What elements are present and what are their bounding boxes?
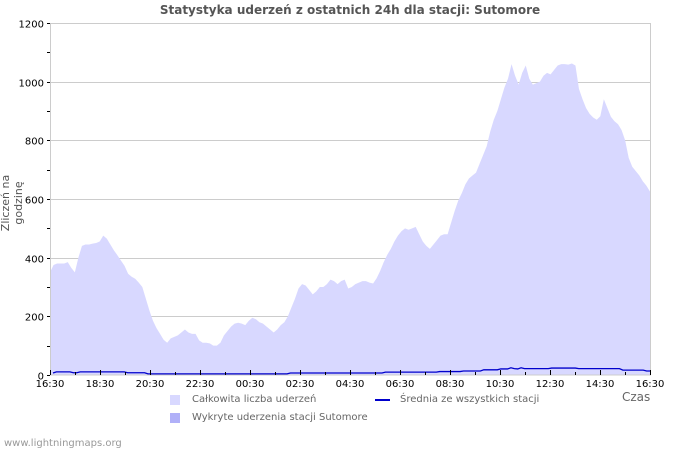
legend-swatch-station <box>170 413 180 423</box>
x-axis-label: Czas <box>622 390 651 404</box>
svg-text:400: 400 <box>25 255 44 266</box>
svg-text:06:30: 06:30 <box>386 379 415 390</box>
total-strikes-area <box>50 63 650 375</box>
legend-swatch-average <box>375 399 390 401</box>
svg-text:08:30: 08:30 <box>436 379 465 390</box>
legend-swatch-total <box>170 395 180 405</box>
y-axis-label: Zliczeń na godzinę <box>0 174 25 232</box>
average-line <box>52 367 650 375</box>
legend-label-station: Wykryte uderzenia stacji Sutomore <box>192 412 368 423</box>
svg-text:04:30: 04:30 <box>336 379 365 390</box>
y-axis-ticks: 0 200 400 600 800 1000 1200 <box>19 20 50 383</box>
svg-text:1200: 1200 <box>19 20 44 31</box>
svg-text:600: 600 <box>25 196 44 207</box>
svg-text:18:30: 18:30 <box>86 379 115 390</box>
svg-text:20:30: 20:30 <box>136 379 165 390</box>
svg-text:200: 200 <box>25 313 44 324</box>
svg-text:1000: 1000 <box>19 79 44 90</box>
svg-text:16:30: 16:30 <box>636 379 665 390</box>
legend-label-total: Całkowita liczba uderzeń <box>192 394 317 405</box>
svg-text:22:30: 22:30 <box>186 379 215 390</box>
footer-site-link[interactable]: www.lightningmaps.org <box>4 438 122 449</box>
svg-text:16:30: 16:30 <box>36 379 65 390</box>
svg-text:10:30: 10:30 <box>486 379 515 390</box>
svg-text:12:30: 12:30 <box>536 379 565 390</box>
chart-title: Statystyka uderzeń z ostatnich 24h dla s… <box>159 3 541 17</box>
legend-label-average: Średnia ze wszystkich stacji <box>400 394 540 405</box>
svg-text:0: 0 <box>38 372 44 383</box>
svg-text:02:30: 02:30 <box>286 379 315 390</box>
x-axis-ticks: 16:30 18:30 20:30 22:30 00:30 02:30 04:30 06:30… <box>36 370 665 390</box>
svg-text:00:30: 00:30 <box>236 379 265 390</box>
svg-text:800: 800 <box>25 137 44 148</box>
svg-text:14:30: 14:30 <box>586 379 615 390</box>
